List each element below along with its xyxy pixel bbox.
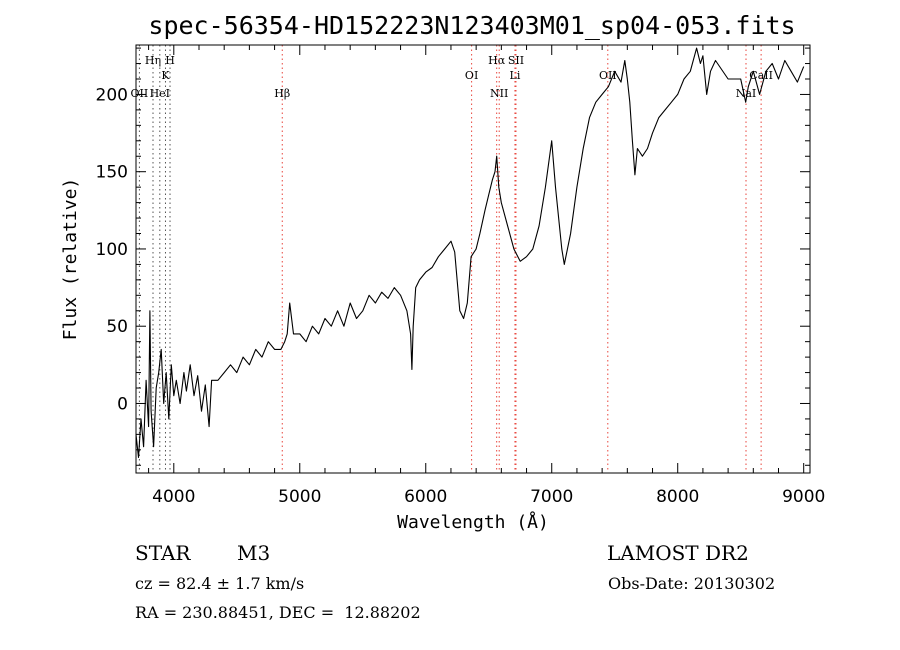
- spectral-line-markers: OII Hη HeI KH Hβ OI Hα NII SII Li OII NaI CaII: [131, 45, 773, 473]
- line-label-8: NII: [490, 87, 508, 100]
- line-label-10: Li: [510, 69, 521, 82]
- line-label-11: OII: [599, 69, 617, 82]
- sky-coordinates: RA = 230.88451, DEC = 12.88202: [135, 603, 421, 622]
- line-label-4: H: [165, 54, 175, 67]
- line-label-3: K: [161, 69, 170, 82]
- line-label-2: HeI: [150, 87, 170, 100]
- line-label-7: Hα: [488, 54, 506, 67]
- y-tick-label-3: 150: [96, 163, 128, 183]
- line-label-9: SII: [508, 54, 524, 67]
- line-label-5: Hβ: [274, 87, 290, 100]
- flux-series-layer: [135, 47, 805, 459]
- line-label-12: NaI: [736, 87, 757, 100]
- line-label-6: OI: [465, 69, 478, 82]
- y-tick-label-1: 50: [106, 317, 128, 337]
- plot-frame: [135, 44, 811, 474]
- line-label-13: CaII: [749, 69, 773, 82]
- chart-title: spec-56354-HD152223N123403M01_sp04-053.f…: [148, 11, 795, 40]
- y-tick-label-0: 0: [117, 394, 128, 414]
- x-tick-label-5: 9000: [782, 487, 825, 507]
- redshift-velocity: cz = 82.4 ± 1.7 km/s: [135, 574, 305, 593]
- flux-series-line-0: [135, 47, 805, 459]
- x-tick-label-3: 7000: [530, 487, 573, 507]
- x-tick-label-0: 4000: [152, 487, 195, 507]
- object-subclass: M3: [237, 541, 271, 565]
- y-axis-label: Flux (relative): [60, 178, 81, 341]
- x-axis-label: Wavelength (Å): [397, 511, 549, 533]
- x-tick-label-2: 6000: [404, 487, 447, 507]
- line-label-0: OII: [131, 87, 149, 100]
- y-tick-label-2: 100: [96, 240, 128, 260]
- observation-date: Obs-Date: 20130302: [608, 574, 776, 593]
- survey-name: LAMOST DR2: [607, 541, 749, 565]
- x-axis: 4000 5000 6000 7000 8000 9000: [148, 45, 825, 507]
- x-tick-label-1: 5000: [278, 487, 321, 507]
- object-class: STAR: [135, 541, 191, 565]
- x-tick-label-4: 8000: [656, 487, 699, 507]
- y-axis: 0 50 100 150 200: [96, 47, 810, 466]
- y-tick-label-4: 200: [96, 85, 128, 105]
- line-label-1: Hη: [145, 54, 161, 67]
